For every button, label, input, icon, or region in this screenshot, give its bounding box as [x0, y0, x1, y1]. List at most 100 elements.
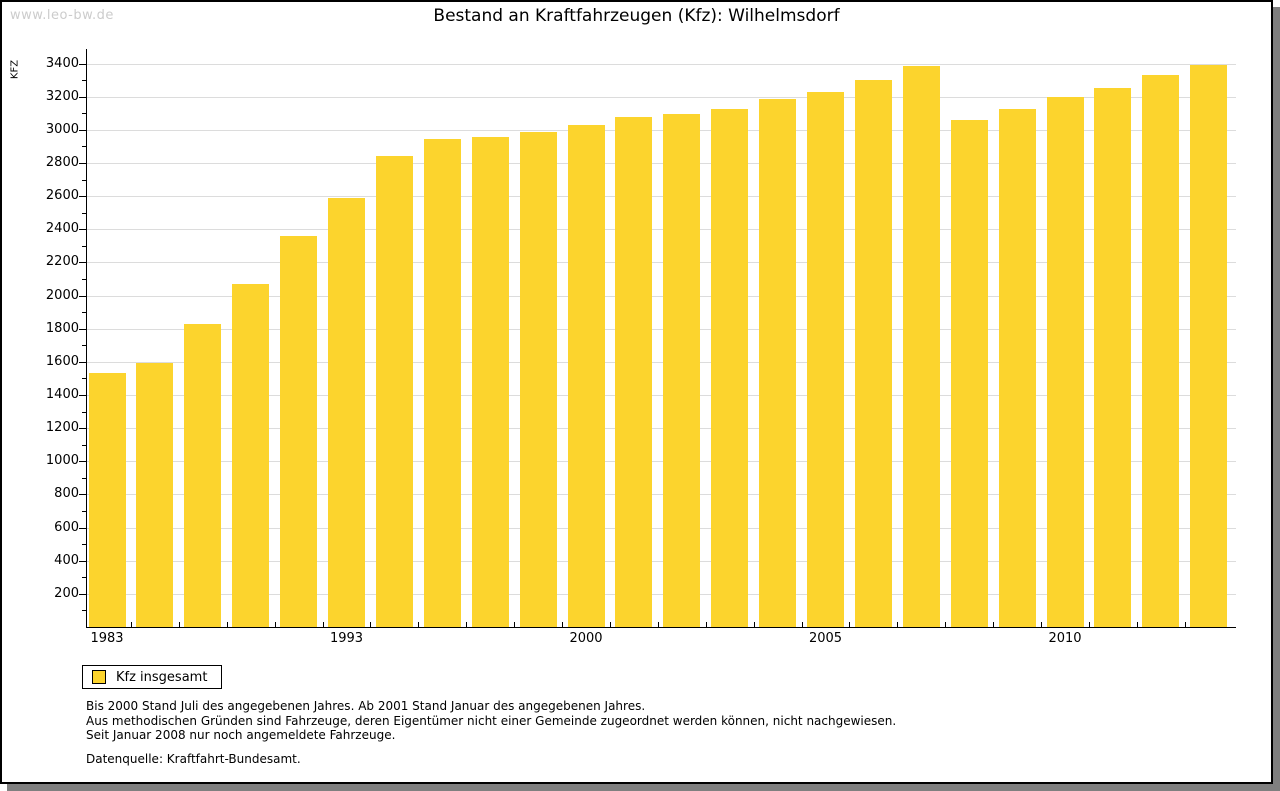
y-gridline — [87, 527, 1236, 529]
y-major-tick — [79, 428, 86, 430]
x-axis-tick — [1041, 622, 1043, 627]
y-axis-tick-label: 200 — [54, 585, 79, 601]
bar-2003 — [711, 109, 749, 627]
legend-label: Kfz insgesamt — [116, 669, 208, 685]
x-axis-tick-label: 2000 — [569, 631, 603, 646]
x-axis-tick — [897, 622, 899, 627]
watermark-leo-bw: www.leo-bw.de — [10, 8, 114, 23]
y-minor-tick — [82, 577, 86, 579]
x-axis-tick — [1136, 622, 1138, 627]
y-minor-tick — [82, 610, 86, 612]
x-axis-tick — [226, 622, 228, 627]
x-axis-tick — [993, 622, 995, 627]
y-major-tick — [79, 461, 86, 463]
y-major-tick — [79, 361, 86, 363]
bar-1999 — [519, 132, 557, 627]
y-gridline — [87, 428, 1236, 430]
y-major-tick — [79, 229, 86, 231]
y-minor-tick — [82, 113, 86, 115]
y-minor-tick — [82, 179, 86, 181]
bar-1985 — [136, 363, 174, 627]
y-axis-tick-label: 600 — [54, 519, 79, 535]
bar-2002 — [663, 114, 701, 627]
y-gridline — [87, 328, 1236, 330]
y-major-tick — [79, 162, 86, 164]
y-major-tick — [79, 196, 86, 198]
bar-2012 — [1142, 75, 1180, 627]
y-gridline — [87, 560, 1236, 562]
y-gridline — [87, 494, 1236, 496]
x-axis-tick — [130, 622, 132, 627]
y-gridline — [87, 295, 1236, 297]
x-axis-tick — [418, 622, 420, 627]
y-axis-tick-label: 1600 — [45, 353, 79, 369]
y-minor-tick — [82, 80, 86, 82]
x-axis-tick — [705, 622, 707, 627]
x-axis-tick — [657, 622, 659, 627]
bar-2009 — [998, 109, 1036, 627]
bar-2005 — [807, 91, 844, 627]
y-gridline — [87, 162, 1236, 164]
y-major-tick — [79, 527, 86, 529]
y-axis-tick-label: 2800 — [45, 154, 79, 170]
y-major-tick — [79, 96, 86, 98]
bar-1987 — [184, 323, 222, 627]
x-axis-tick — [1184, 622, 1186, 627]
y-gridline — [87, 593, 1236, 595]
bar-2007 — [902, 66, 940, 627]
x-axis-tick — [370, 622, 372, 627]
x-axis-tick-label: 2010 — [1048, 631, 1082, 646]
y-major-tick — [79, 262, 86, 264]
bar-2010 — [1046, 96, 1084, 627]
x-axis-tick-label: 2005 — [808, 631, 843, 646]
y-gridline — [87, 394, 1236, 396]
y-axis-tick-label: 1400 — [45, 386, 79, 402]
y-major-tick — [79, 63, 86, 65]
x-axis-tick — [562, 622, 564, 627]
y-gridline — [87, 63, 1236, 65]
x-axis-tick-label: 1983 — [90, 631, 124, 646]
y-axis-tick-label: 400 — [54, 552, 79, 568]
x-axis-tick — [609, 622, 611, 627]
y-gridline — [87, 229, 1236, 231]
y-axis-tick-label: 800 — [54, 486, 79, 502]
footnotes: Bis 2000 Stand Juli des angegebenen Jahr… — [86, 699, 896, 743]
y-major-tick — [79, 593, 86, 595]
y-gridline — [87, 129, 1236, 131]
y-minor-tick — [82, 245, 86, 247]
bar-2004 — [759, 99, 797, 627]
y-gridline — [87, 262, 1236, 264]
x-axis-tick — [801, 622, 803, 627]
bar-2001 — [615, 117, 653, 627]
y-minor-tick — [82, 477, 86, 479]
y-minor-tick — [82, 146, 86, 148]
x-axis-tick-label: 1993 — [329, 631, 364, 646]
y-gridline — [87, 461, 1236, 463]
x-axis-tick — [274, 622, 276, 627]
bar-2013 — [1190, 65, 1228, 627]
x-axis-tick — [514, 622, 516, 627]
bar-2008 — [950, 119, 988, 627]
y-minor-tick — [82, 345, 86, 347]
y-major-tick — [79, 394, 86, 396]
y-major-tick — [79, 328, 86, 330]
y-major-tick — [79, 295, 86, 297]
x-axis-tick — [945, 622, 947, 627]
y-gridline — [87, 361, 1236, 363]
bar-1983 — [88, 373, 126, 627]
footnote-line: Seit Januar 2008 nur noch angemeldete Fa… — [86, 728, 396, 742]
y-minor-tick — [82, 411, 86, 413]
footnote-line: Aus methodischen Gründen sind Fahrzeuge,… — [86, 713, 897, 728]
legend: Kfz insgesamt — [82, 665, 223, 689]
y-minor-tick — [82, 444, 86, 446]
y-axis-tick-label: 3000 — [45, 121, 79, 137]
y-axis-tick-label: 3400 — [45, 55, 79, 71]
y-axis-tick-label: 2000 — [45, 287, 79, 303]
x-axis-tick — [1088, 622, 1090, 627]
y-minor-tick — [82, 212, 86, 214]
y-axis-tick-label: 1800 — [45, 320, 79, 336]
bar-1997 — [423, 138, 461, 627]
x-axis-tick — [322, 622, 324, 627]
y-axis-tick-label: 3200 — [45, 88, 79, 104]
y-major-tick — [79, 129, 86, 131]
